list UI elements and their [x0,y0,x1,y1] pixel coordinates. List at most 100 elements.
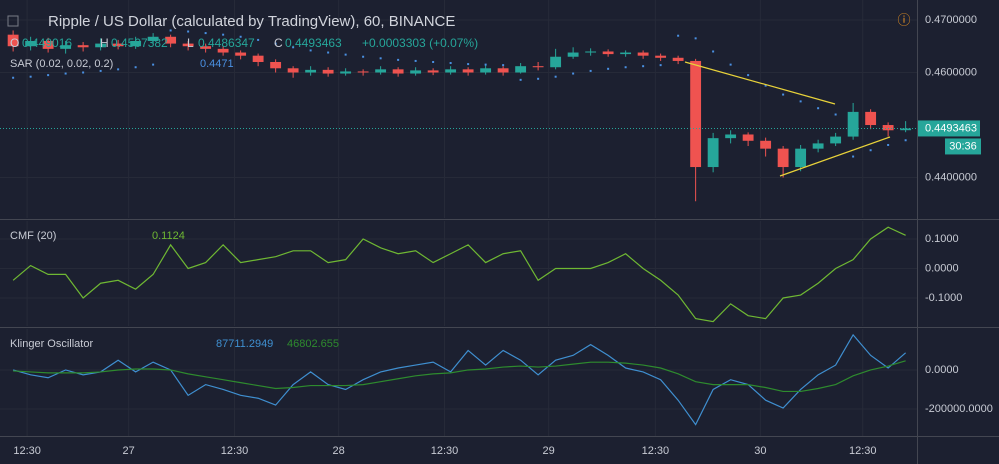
sar-dot [869,149,872,152]
ohlc-value: 0.4507382 [111,36,168,50]
change: +0.0003303 (+0.07%) [362,36,478,50]
candle-body [392,69,404,74]
sar-dot [782,93,785,96]
candle-body [25,40,37,47]
candle-body [655,55,667,58]
sar-dot [799,100,802,103]
sar-dot [169,29,172,32]
candle-body [690,60,702,168]
candle-body [77,45,89,48]
indicator-label[interactable]: SAR (0.02, 0.02, 0.2) [10,58,113,70]
candle-body [95,43,107,48]
x-tick-label: 27 [123,445,135,457]
series-line [12,226,906,323]
trendline [779,136,891,177]
sar-dot [467,63,470,66]
candle-body [515,66,527,73]
sar-dot [82,71,85,74]
candle-body [200,46,212,49]
indicator-value: 0.1124 [152,230,185,242]
ohlc-label: L [187,36,194,50]
candle-body [672,57,684,61]
ohlc-legend: O 0.449016 H 0.4507382 L 0.4486347 C 0.4… [10,36,478,50]
candle-body [532,66,544,68]
candle-body [410,70,422,74]
candle-body [375,69,387,73]
candle-body [637,52,649,56]
alert-icon[interactable]: ⓘ [897,12,910,27]
sar-dot [117,68,120,71]
sar-dot [747,74,750,77]
sar-dot [204,32,207,35]
ohlc-label: H [100,36,109,50]
series-line [13,360,906,393]
candle-body [725,134,737,139]
sar-dot [99,69,102,72]
y-tick-label: 0.0000 [925,364,959,376]
candle-body [305,69,317,73]
indicator-value: 87711.2949 [216,338,273,350]
sar-dot [607,67,610,70]
sar-dot [712,50,715,53]
x-tick-label: 12:30 [221,445,249,457]
candle-body [287,68,299,73]
sar-dot [239,35,242,38]
candle-body [252,55,264,62]
candle-body [812,143,824,149]
candle-body [900,128,912,131]
y-tick-label: 0.4700000 [925,14,977,26]
collapse-icon[interactable] [7,15,19,27]
y-tick-label: -200000.0000 [925,403,993,415]
price-label: 0.4493463 [925,122,977,134]
sar-dot [187,30,190,33]
y-tick-label: -0.1000 [925,292,962,304]
x-tick-label: 12:30 [849,445,877,457]
indicator-label[interactable]: Klinger Oscillator [10,338,93,350]
candle-body [567,52,579,57]
series-line [12,333,907,426]
candle-body [602,51,614,55]
x-tick-label: 12:30 [431,445,459,457]
sar-dot [729,63,732,66]
sar-dot [309,49,312,52]
candle-body [777,148,789,168]
candle-body [427,70,439,73]
sar-dot [904,139,907,142]
candle-body [882,125,894,131]
candle-body [42,40,54,49]
candle-body [795,148,807,168]
candle-body [865,111,877,126]
sar-dot [554,75,557,78]
sar-dot [134,66,137,69]
trendline [684,61,836,105]
sar-dot [624,66,627,69]
sar-dot [659,64,662,67]
candle-body [497,68,509,73]
sar-dot [519,78,522,81]
candle-body [847,111,859,137]
ohlc-label: C [274,36,283,50]
candle-body [707,138,719,168]
sar-dot [274,42,277,45]
candle-body [760,140,772,149]
sar-dot [449,62,452,65]
sar-dot [694,37,697,40]
x-tick-label: 29 [543,445,555,457]
candle-body [322,69,334,74]
candle-body [270,61,282,69]
candle-body [182,43,194,47]
indicator-label[interactable]: CMF (20) [10,230,56,242]
candle-body [165,36,177,44]
sar-dot [152,63,155,66]
candle-body [235,52,247,56]
price-label-box [918,120,980,137]
x-tick-label: 12:30 [13,445,41,457]
sar-dot [12,76,15,79]
sar-dot [764,84,767,87]
sar-dot [379,57,382,60]
sar-dot [47,74,50,77]
candle-body [445,69,457,73]
